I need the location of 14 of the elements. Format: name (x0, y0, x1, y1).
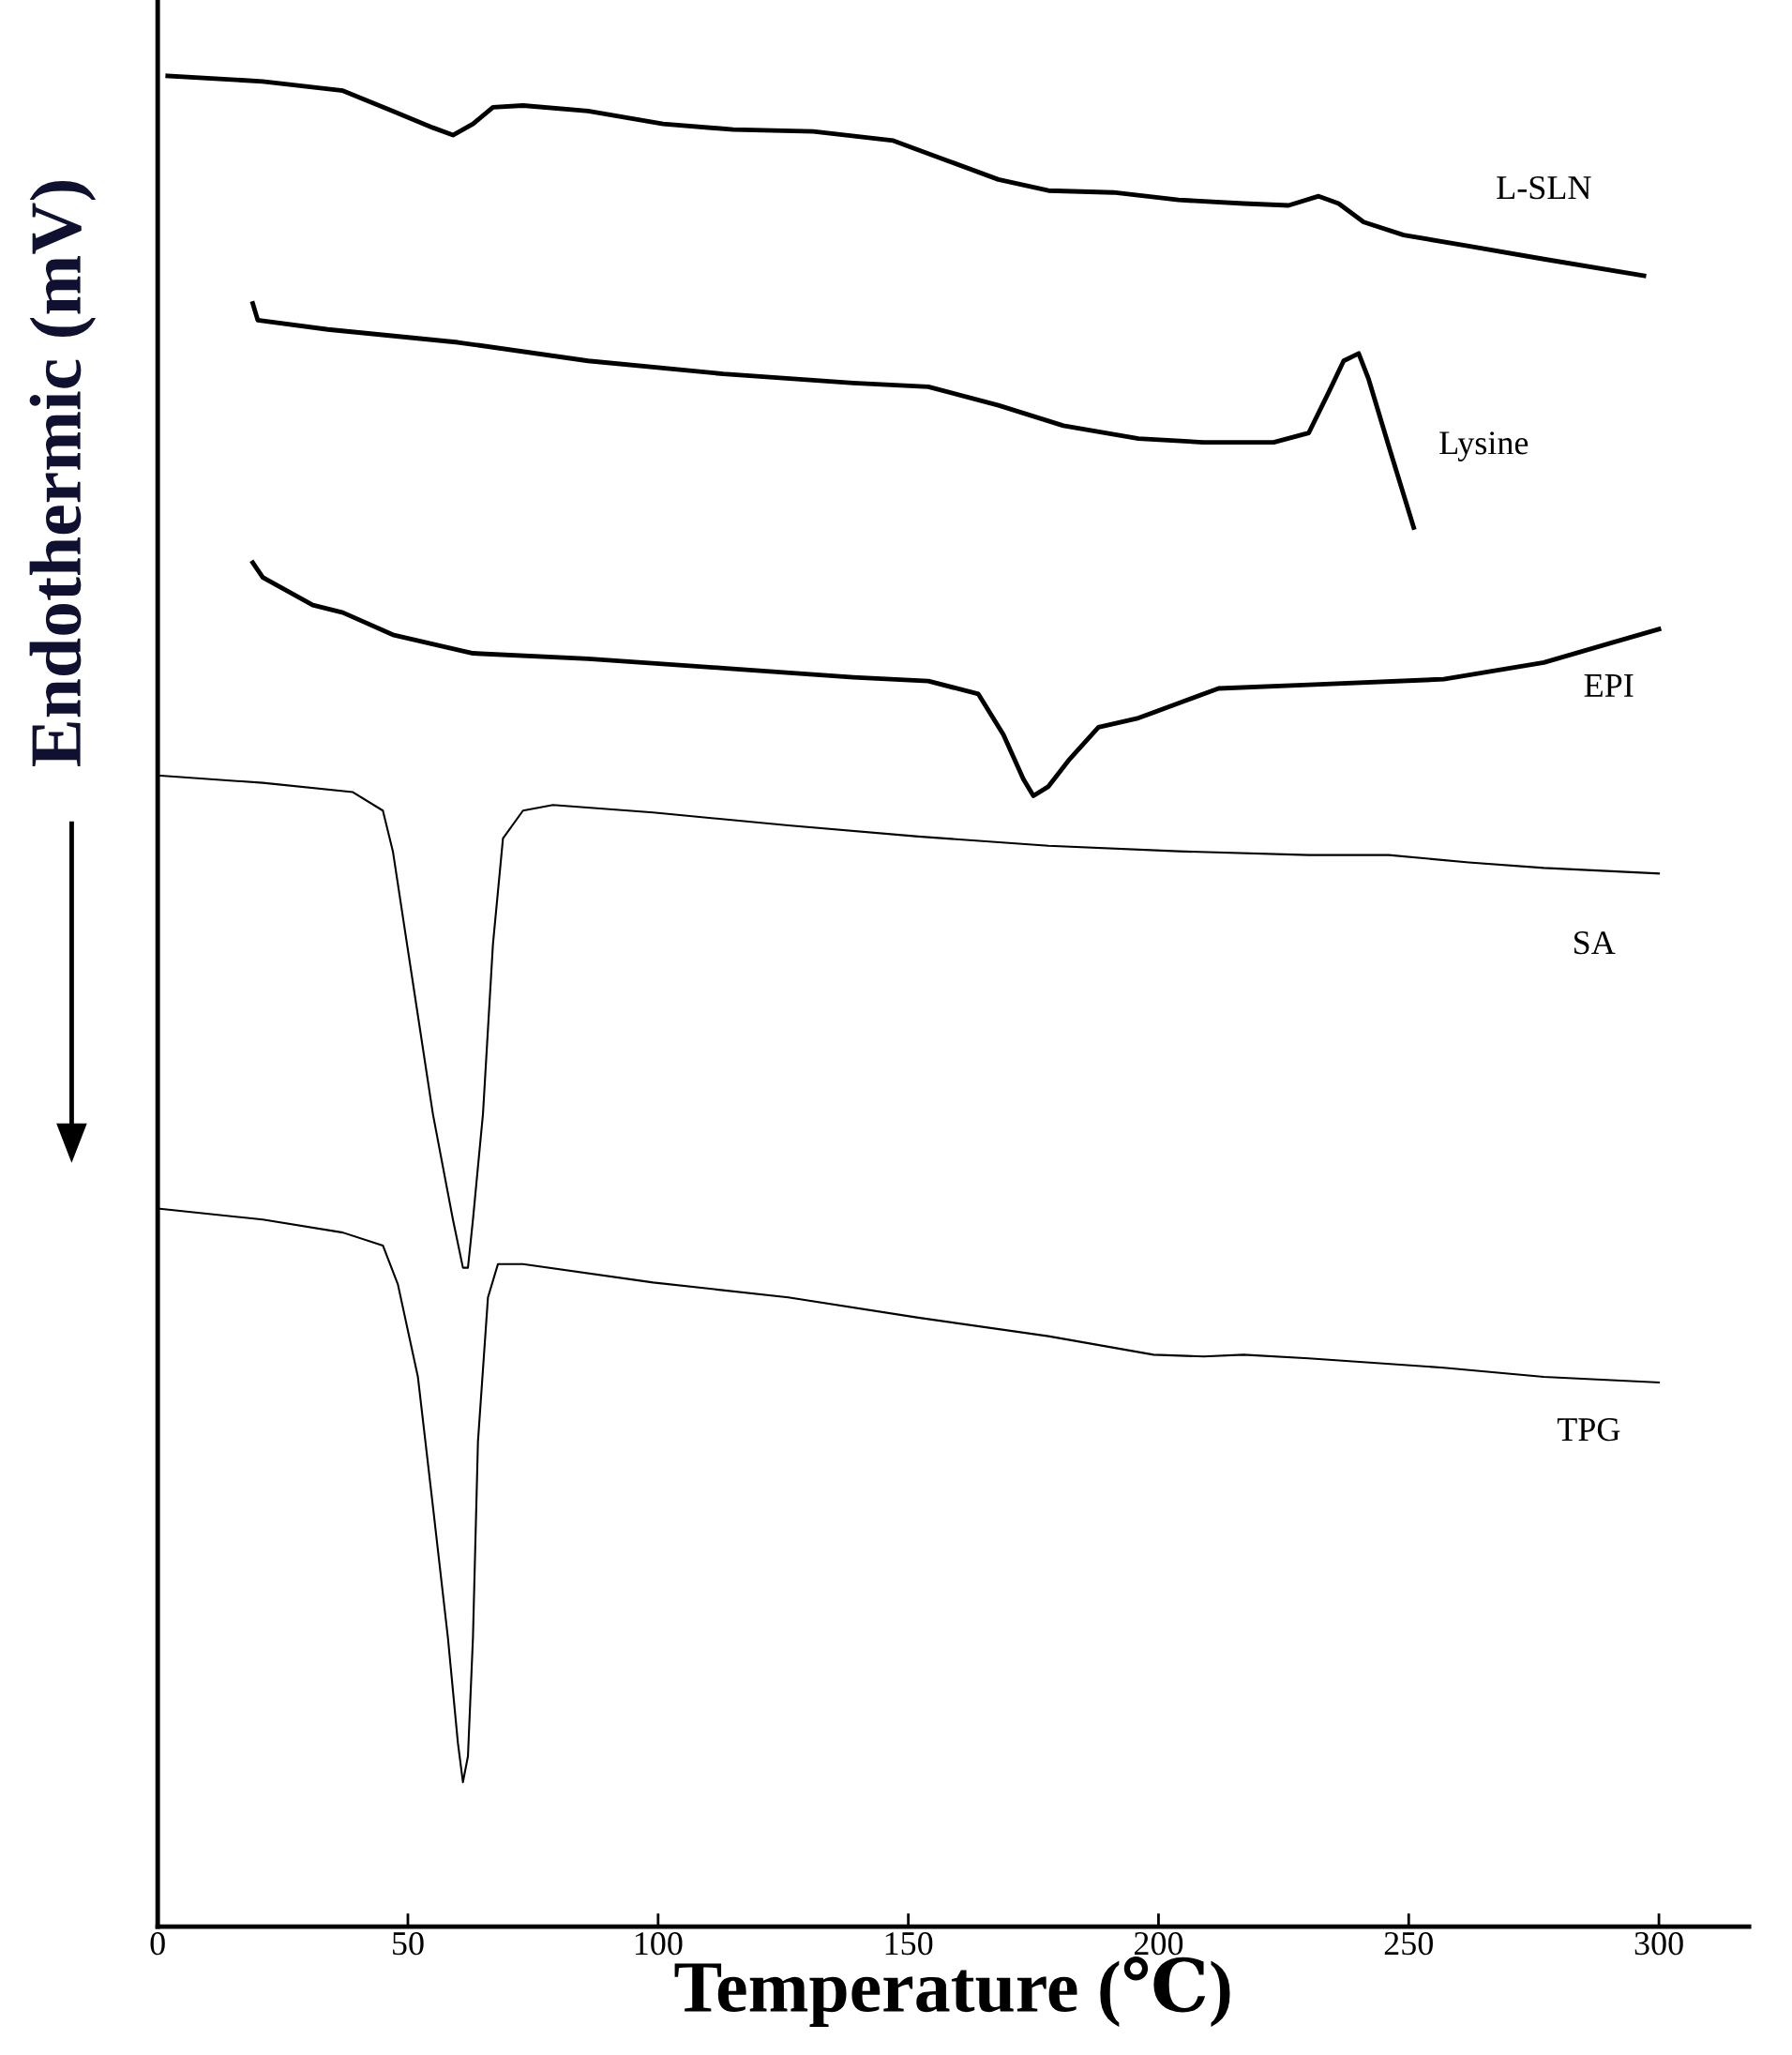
x-tick-label: 0 (150, 1931, 165, 1956)
x-tick-label: 100 (635, 1931, 683, 1956)
x-tick-label: 200 (1134, 1931, 1183, 1956)
x-tick-label: 300 (1634, 1931, 1683, 1956)
x-tick-label: 50 (393, 1931, 424, 1956)
x-tick-label: 150 (885, 1931, 933, 1956)
series-label: TPG (1557, 1418, 1620, 1442)
y-axis-title: Endothermic (mV) (29, 181, 97, 766)
series-label: Lysine (1439, 431, 1528, 461)
series-label: L-SLN (1497, 176, 1591, 200)
x-axis-title: Temperature (℃) (674, 1957, 1230, 2027)
series-label: EPI (1584, 674, 1634, 697)
series-label: SA (1574, 931, 1616, 955)
x-tick-label: 250 (1384, 1931, 1433, 1956)
